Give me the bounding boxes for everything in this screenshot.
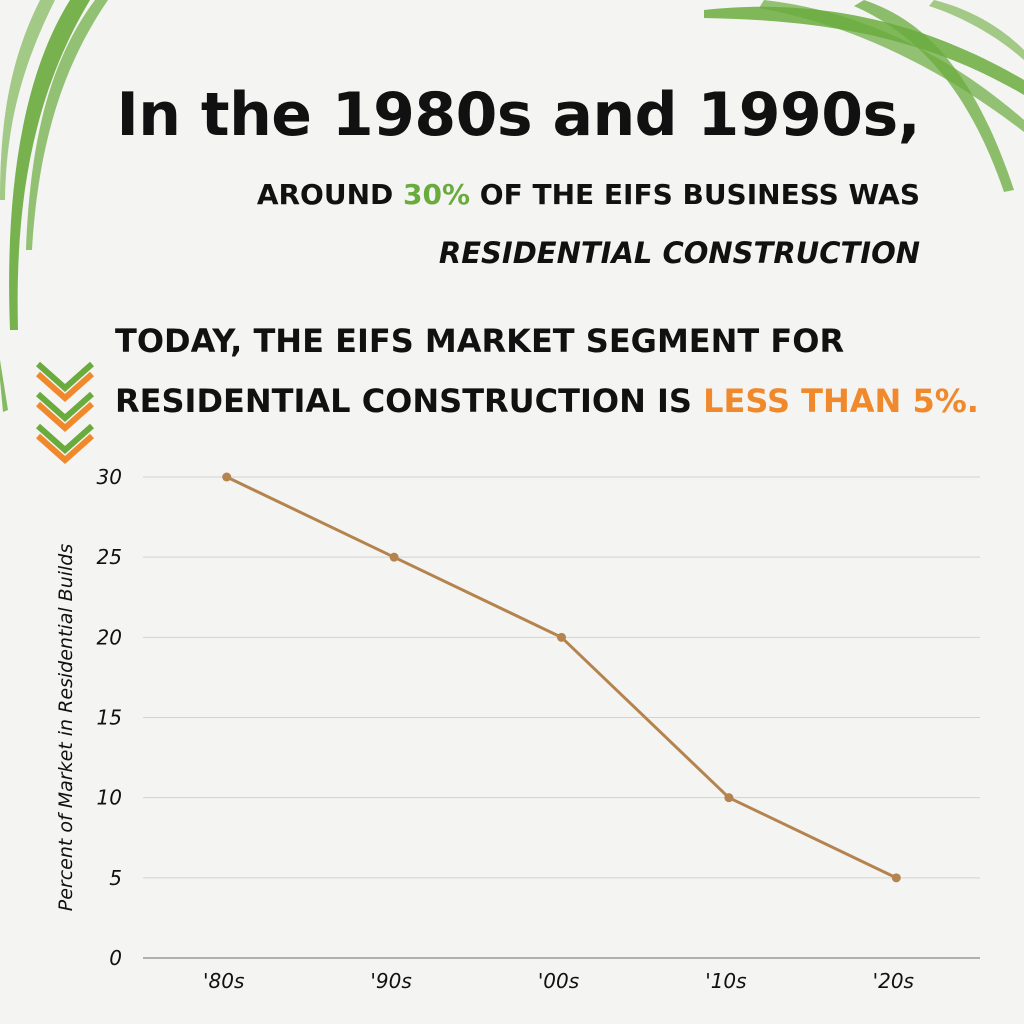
data-point: [222, 472, 232, 482]
y-tick-label: 15: [97, 706, 122, 730]
highlight-30-percent: 30%: [403, 178, 471, 211]
today-line-1: TODAY, THE EIFS MARKET SEGMENT FOR: [115, 322, 845, 360]
subheading-line-2: RESIDENTIAL CONSTRUCTION: [438, 236, 920, 270]
y-tick-label: 0: [109, 946, 122, 970]
series-line: [226, 475, 897, 880]
grid-lines: [143, 476, 980, 959]
chevron-down-icon: [36, 361, 94, 465]
brush-stroke-right-icon: [704, 0, 1024, 192]
data-point: [557, 632, 566, 642]
x-tick-label: '10s: [705, 969, 746, 993]
x-axis-ticks: '80s '90s '00s '10s '20s: [203, 969, 914, 993]
x-tick-label: '90s: [370, 969, 411, 993]
x-tick-label: '20s: [873, 969, 914, 993]
x-tick-label: '80s: [203, 969, 244, 993]
y-tick-label: 30: [97, 465, 122, 489]
subheading-line-1: AROUND 30% OF THE EIFS BUSINESS WAS: [257, 178, 920, 211]
today-line-2-prefix: RESIDENTIAL CONSTRUCTION IS: [115, 382, 704, 420]
data-points: [222, 472, 901, 883]
data-point: [891, 873, 901, 883]
today-line-2: RESIDENTIAL CONSTRUCTION IS LESS THAN 5%…: [115, 382, 979, 420]
brush-stroke-left-icon: [0, 0, 108, 412]
headline: In the 1980s and 1990s,: [116, 80, 920, 150]
y-tick-label: 10: [97, 786, 122, 810]
highlight-less-than-5: LESS THAN 5%.: [703, 382, 979, 420]
x-tick-label: '00s: [538, 969, 579, 993]
data-point: [389, 552, 399, 562]
data-point: [724, 793, 734, 803]
line-chart: 0 5 10 15 20 25 30 '80s '90s '00s '10s '20s Percen…: [55, 465, 980, 993]
y-axis-label: Percent of Market in Residential Builds: [55, 544, 77, 912]
y-tick-label: 20: [97, 625, 122, 649]
y-axis-ticks: 0 5 10 15 20 25 30: [97, 465, 122, 970]
subheading-suffix: OF THE EIFS BUSINESS WAS: [470, 178, 920, 211]
y-tick-label: 5: [109, 866, 122, 890]
subheading-prefix: AROUND: [256, 178, 404, 211]
y-tick-label: 25: [97, 545, 122, 569]
